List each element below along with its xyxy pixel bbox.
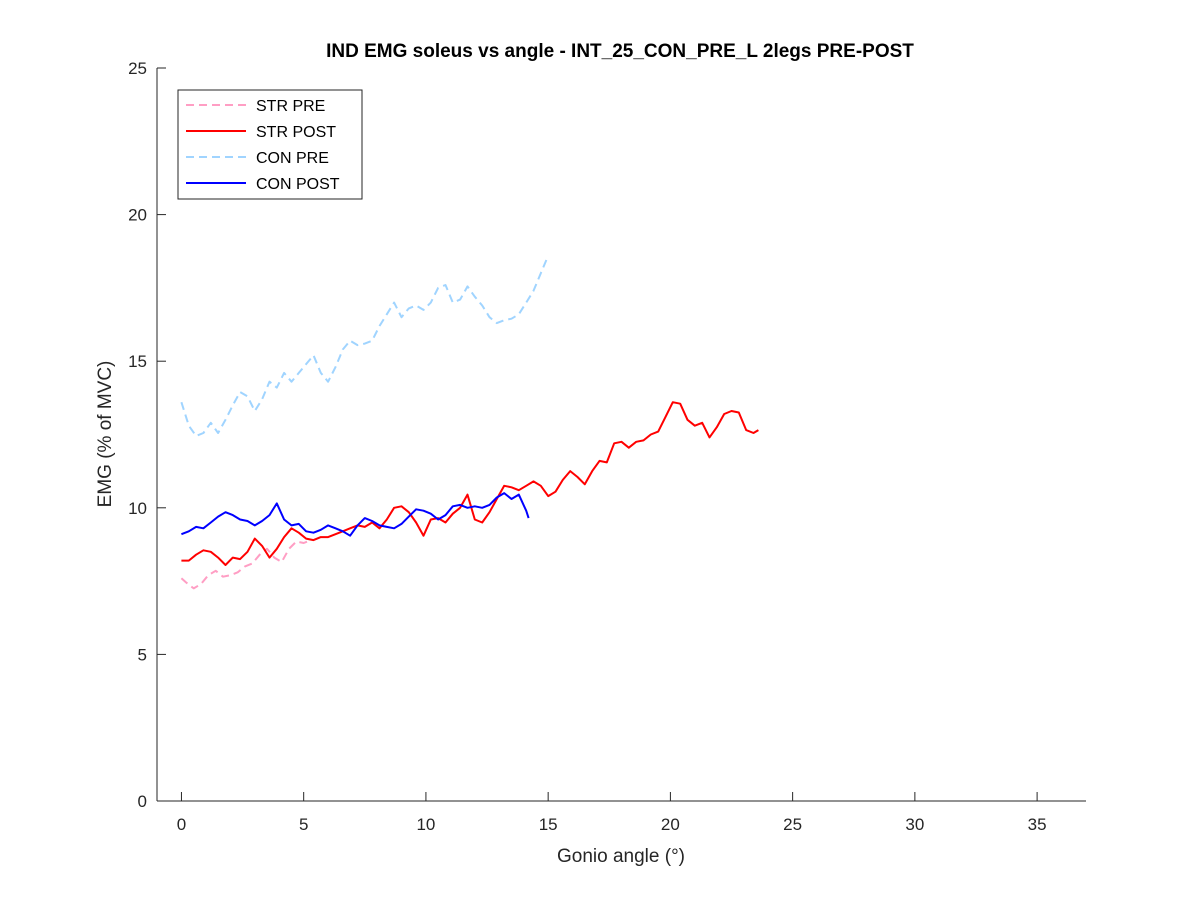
series-line-str-pre (180, 539, 312, 590)
legend-label-con-post: CON POST (256, 176, 340, 193)
x-axis-label: Gonio angle (°) (557, 846, 685, 867)
x-tick-label: 5 (299, 815, 308, 834)
x-tick-label: 25 (783, 815, 802, 834)
x-tick-label: 30 (905, 815, 924, 834)
y-tick-label: 10 (128, 499, 147, 518)
legend: STR PRE STR POST CON PRE CON POST (177, 89, 363, 200)
x-ticks: 0 5 10 15 20 25 30 35 (177, 792, 1047, 834)
series-layer (180, 255, 759, 590)
series-line-con-pre (180, 255, 550, 437)
y-tick-label: 5 (138, 645, 147, 664)
x-tick-label: 10 (416, 815, 435, 834)
legend-label-str-pre: STR PRE (256, 98, 325, 115)
y-tick-label: 25 (128, 59, 147, 78)
y-axis-label: EMG (% of MVC) (95, 361, 116, 508)
x-tick-label: 15 (539, 815, 558, 834)
x-tick-label: 20 (661, 815, 680, 834)
legend-label-str-post: STR POST (256, 124, 336, 141)
x-tick-label: 35 (1028, 815, 1047, 834)
plot-area: 0 5 10 15 20 25 30 35 0 5 10 15 20 25 (128, 59, 1086, 834)
y-tick-label: 0 (138, 792, 147, 811)
y-tick-label: 15 (128, 352, 147, 371)
chart-title: IND EMG soleus vs angle - INT_25_CON_PRE… (326, 41, 914, 62)
legend-label-con-pre: CON PRE (256, 150, 329, 167)
legend-box (177, 89, 363, 200)
legend-items: STR PRE STR POST CON PRE CON POST (186, 98, 340, 193)
x-tick-label: 0 (177, 815, 186, 834)
y-tick-label: 20 (128, 206, 147, 225)
series-line-con-post (181, 492, 530, 537)
y-ticks: 0 5 10 15 20 25 (128, 59, 166, 811)
